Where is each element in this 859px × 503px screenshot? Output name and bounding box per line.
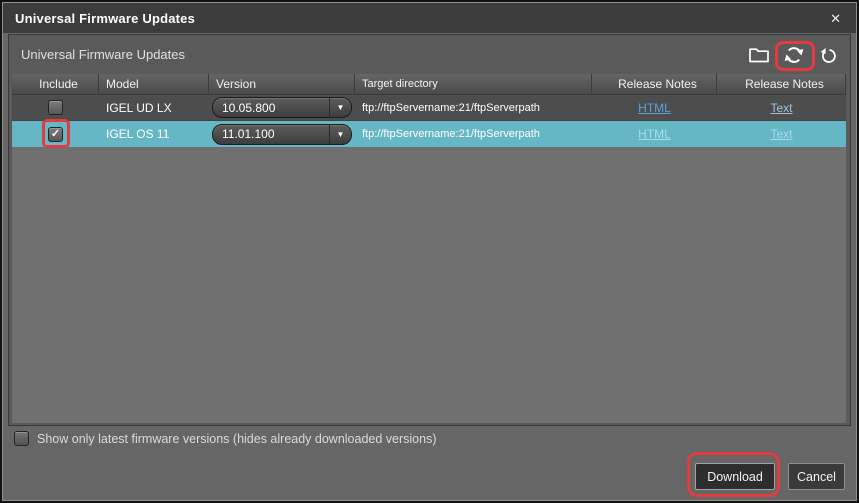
column-header-release-notes-text[interactable]: Release Notes bbox=[717, 74, 846, 94]
release-notes-html-link[interactable]: HTML bbox=[638, 100, 671, 115]
include-checkbox-unchecked[interactable] bbox=[48, 100, 63, 115]
version-cell: 10.05.800 ▼ bbox=[209, 97, 355, 118]
target-directory-cell: ftp://ftpServername:21/ftpServerpath bbox=[362, 128, 540, 140]
include-cell bbox=[12, 100, 99, 115]
window-title: Universal Firmware Updates bbox=[15, 10, 196, 26]
show-latest-filter: Show only latest firmware versions (hide… bbox=[14, 431, 437, 446]
firmware-table: Include Model Version Target directory R… bbox=[12, 74, 846, 423]
column-header-target-directory[interactable]: Target directory bbox=[355, 74, 592, 94]
open-folder-icon[interactable] bbox=[746, 42, 772, 68]
column-header-version[interactable]: Version bbox=[209, 74, 355, 94]
release-notes-text-link[interactable]: Text bbox=[770, 100, 793, 115]
refresh-icon[interactable] bbox=[816, 42, 842, 68]
release-notes-cell: HTML bbox=[592, 101, 717, 115]
release-notes-cell: Text bbox=[717, 127, 846, 141]
version-value: 10.05.800 bbox=[222, 100, 276, 115]
table-row-igel-os-11-selected[interactable]: ✓ IGEL OS 11 11.01.100 ▼ ftp://ftpServer… bbox=[12, 121, 846, 147]
firmware-updates-panel: Universal Firmware Updates bbox=[8, 34, 851, 426]
version-cell: 11.01.100 ▼ bbox=[209, 123, 355, 145]
panel-label: Universal Firmware Updates bbox=[21, 47, 185, 62]
include-cell: ✓ bbox=[12, 126, 99, 142]
column-header-model[interactable]: Model bbox=[99, 74, 209, 94]
chevron-down-icon[interactable]: ▼ bbox=[329, 98, 351, 117]
release-notes-text-link[interactable]: Text bbox=[770, 127, 793, 141]
download-button[interactable]: Download bbox=[695, 463, 775, 490]
model-cell: IGEL OS 11 bbox=[106, 127, 170, 141]
version-dropdown[interactable]: 10.05.800 ▼ bbox=[212, 97, 352, 118]
sync-download-icon[interactable] bbox=[781, 42, 807, 68]
table-row-igel-ud-lx[interactable]: IGEL UD LX 10.05.800 ▼ ftp://ftpServerna… bbox=[12, 95, 846, 121]
show-latest-checkbox[interactable] bbox=[14, 431, 29, 446]
panel-toolbar bbox=[746, 42, 842, 68]
target-directory-cell: ftp://ftpServername:21/ftpServerpath bbox=[362, 101, 540, 114]
show-latest-label: Show only latest firmware versions (hide… bbox=[37, 431, 437, 446]
version-dropdown[interactable]: 11.01.100 ▼ bbox=[212, 123, 352, 145]
close-icon[interactable]: ✕ bbox=[830, 10, 841, 26]
cancel-button[interactable]: Cancel bbox=[788, 463, 845, 490]
model-cell: IGEL UD LX bbox=[106, 100, 172, 115]
release-notes-html-link[interactable]: HTML bbox=[638, 127, 671, 141]
release-notes-cell: Text bbox=[717, 101, 846, 115]
version-value: 11.01.100 bbox=[222, 127, 275, 141]
column-header-include[interactable]: Include bbox=[12, 74, 99, 94]
title-bar[interactable]: Universal Firmware Updates ✕ bbox=[3, 3, 856, 33]
release-notes-cell: HTML bbox=[592, 127, 717, 141]
include-checkbox-checked[interactable]: ✓ bbox=[48, 126, 63, 142]
chevron-down-icon[interactable]: ▼ bbox=[329, 124, 351, 144]
table-header: Include Model Version Target directory R… bbox=[12, 74, 846, 95]
column-header-release-notes-html[interactable]: Release Notes bbox=[592, 74, 717, 94]
